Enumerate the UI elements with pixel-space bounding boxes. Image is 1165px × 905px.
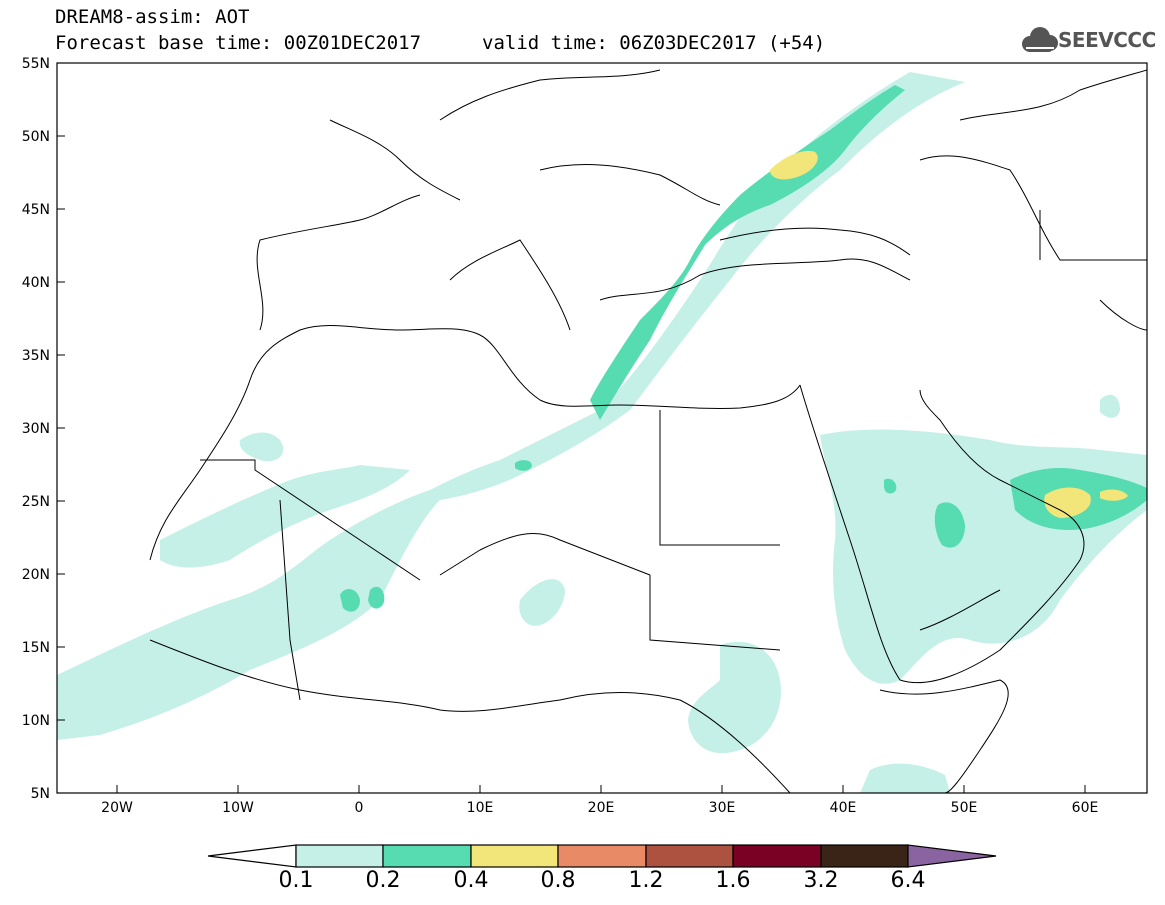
lon-label: 60E: [1072, 800, 1099, 816]
lat-label: 55N: [22, 56, 50, 72]
colorbar-segment: [382, 844, 472, 868]
lat-label: 20N: [22, 567, 50, 583]
colorbar-segment: [732, 844, 822, 868]
lat-label: 40N: [22, 275, 50, 291]
colorbar-label: 6.4: [890, 868, 926, 893]
latitude-axis: 55N 50N 45N 40N 35N 30N 25N 20N 15N 10N …: [22, 56, 65, 802]
colorbar-label: 0.1: [278, 868, 314, 893]
lat-label: 35N: [22, 348, 50, 364]
colorbar-segment: [295, 844, 384, 868]
lon-label: 10E: [467, 800, 494, 816]
colorbar: [207, 844, 997, 868]
lon-label: 30E: [709, 800, 736, 816]
lat-label: 5N: [31, 786, 50, 802]
aot-band-0.4: [770, 150, 1128, 518]
lat-label: 45N: [22, 202, 50, 218]
colorbar-upper-extend: [907, 844, 997, 868]
logo-text: SEEVCCC: [1058, 28, 1156, 52]
colorbar-label: 1.2: [628, 868, 664, 893]
colorbar-lower-extend: [207, 844, 297, 868]
lat-label: 25N: [22, 494, 50, 510]
lon-label: 20W: [101, 800, 133, 816]
colorbar-segment: [557, 844, 647, 868]
coastlines: [149, 69, 1147, 793]
lon-label: 40E: [830, 800, 857, 816]
longitude-axis: 20W 10W 0 10E 20E 30E 40E 50E 60E: [101, 785, 1098, 816]
forecast-base-time: Forecast base time: 00Z01DEC2017: [55, 32, 422, 54]
lat-label: 10N: [22, 713, 50, 729]
colorbar-label: 0.4: [453, 868, 489, 893]
lat-label: 30N: [22, 421, 50, 437]
lon-label: 0: [355, 800, 364, 816]
cloud-logo-icon: [1022, 27, 1058, 52]
colorbar-segment: [820, 844, 909, 868]
colorbar-label: 1.6: [715, 868, 751, 893]
colorbar-label: 0.2: [365, 868, 401, 893]
colorbar-segment: [470, 844, 559, 868]
colorbar-label: 0.8: [540, 868, 576, 893]
map-title: DREAM8-assim: AOT: [55, 6, 250, 28]
aot-fields: [57, 69, 1147, 793]
lon-label: 10W: [222, 800, 254, 816]
aot-band-0.1: [57, 72, 1147, 793]
lat-label: 50N: [22, 129, 50, 145]
valid-time: valid time: 06Z03DEC2017 (+54): [482, 32, 826, 54]
colorbar-label: 3.2: [803, 868, 839, 893]
lat-label: 15N: [22, 640, 50, 656]
lon-label: 20E: [588, 800, 615, 816]
colorbar-segment: [645, 844, 734, 868]
lon-label: 50E: [951, 800, 978, 816]
